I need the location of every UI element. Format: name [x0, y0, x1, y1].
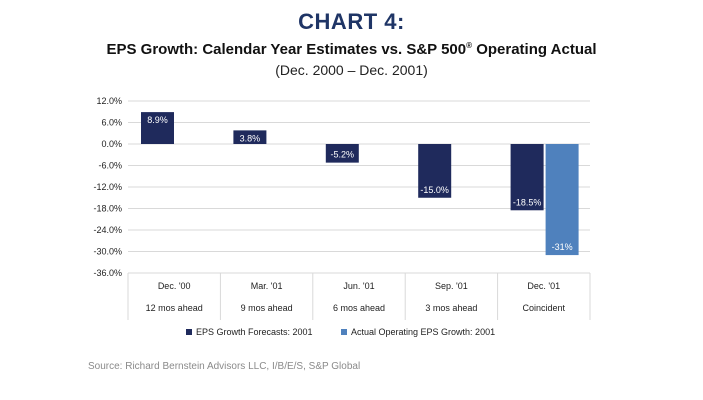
- data-label: -5.2%: [331, 150, 355, 160]
- x-sub-label: 9 mos ahead: [241, 303, 293, 313]
- legend-label: Actual Operating EPS Growth: 2001: [351, 327, 495, 337]
- x-sub-label: 6 mos ahead: [333, 303, 385, 313]
- x-tick-label: Dec. '01: [527, 281, 560, 291]
- chart-title: EPS Growth: Calendar Year Estimates vs. …: [0, 41, 703, 58]
- actual-bar: [545, 144, 579, 256]
- y-tick-label: -18.0%: [93, 204, 122, 214]
- y-tick-label: -36.0%: [93, 268, 122, 278]
- chart-number: CHART 4:: [298, 9, 405, 34]
- y-tick-label: -6.0%: [98, 161, 122, 171]
- chart-subtitle: (Dec. 2000 – Dec. 2001): [275, 62, 428, 78]
- forecast-bar: [325, 144, 359, 163]
- legend-label: EPS Growth Forecasts: 2001: [196, 327, 313, 337]
- forecast-bar: [418, 144, 452, 198]
- source-note: Source: Richard Bernstein Advisors LLC, …: [88, 361, 361, 372]
- data-label: -31%: [552, 242, 573, 252]
- legend-swatch: [186, 329, 192, 335]
- x-tick-label: Jun. '01: [343, 281, 374, 291]
- y-tick-label: -24.0%: [93, 225, 122, 235]
- y-tick-label: -12.0%: [93, 182, 122, 192]
- data-label: 3.8%: [240, 133, 261, 143]
- y-tick-label: 6.0%: [101, 118, 122, 128]
- x-tick-label: Sep. '01: [435, 281, 468, 291]
- y-tick-label: -30.0%: [93, 247, 122, 257]
- x-tick-label: Dec. '00: [158, 281, 191, 291]
- data-label: 8.9%: [147, 115, 168, 125]
- forecast-bar: [510, 144, 544, 211]
- forecast-bar: [141, 112, 174, 144]
- y-tick-label: 12.0%: [96, 96, 122, 106]
- data-label: -15.0%: [420, 185, 449, 195]
- x-sub-label: 3 mos ahead: [425, 303, 477, 313]
- legend-swatch: [341, 329, 347, 335]
- x-sub-label: 12 mos ahead: [146, 303, 203, 313]
- x-tick-label: Mar. '01: [251, 281, 283, 291]
- registered-mark: ®: [466, 41, 473, 50]
- x-sub-label: Coincident: [523, 303, 566, 313]
- y-tick-label: 0.0%: [101, 139, 122, 149]
- forecast-bar: [233, 130, 267, 144]
- chart-title-main: EPS Growth: Calendar Year Estimates vs. …: [106, 41, 467, 58]
- data-label: -18.5%: [513, 197, 542, 207]
- chart-title-end: Operating Actual: [472, 41, 597, 58]
